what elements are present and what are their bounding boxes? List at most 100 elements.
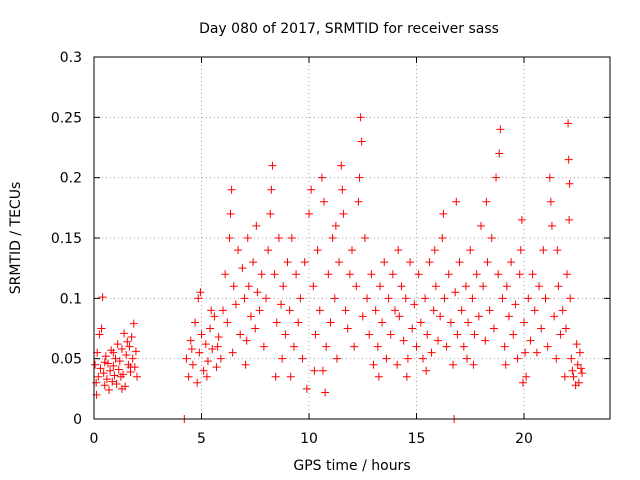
data-point <box>240 294 249 303</box>
data-point <box>182 354 191 363</box>
data-point <box>452 197 461 206</box>
data-point <box>522 372 531 381</box>
data-point <box>495 149 504 158</box>
data-point <box>567 354 576 363</box>
data-point <box>294 318 303 327</box>
data-point <box>502 282 511 291</box>
data-point <box>373 342 382 351</box>
x-tick-label: 15 <box>408 431 426 447</box>
y-tick-label: 0.05 <box>51 352 82 368</box>
data-point <box>442 342 451 351</box>
data-point <box>262 294 270 303</box>
data-point <box>115 357 124 366</box>
data-point <box>311 330 320 339</box>
data-point <box>285 306 294 315</box>
data-point <box>382 354 391 363</box>
data-point <box>244 282 253 291</box>
data-point <box>274 234 283 242</box>
data-point <box>255 306 264 315</box>
data-point <box>543 342 552 351</box>
data-point <box>197 330 206 339</box>
data-point <box>440 294 449 303</box>
data-point <box>221 270 230 279</box>
data-point <box>120 329 129 338</box>
data-point <box>537 324 546 333</box>
data-point <box>469 360 478 369</box>
data-point <box>326 318 335 327</box>
data-point <box>521 348 530 357</box>
data-point <box>552 354 561 363</box>
data-point <box>530 306 539 315</box>
data-point <box>206 324 215 333</box>
data-point <box>199 366 208 375</box>
data-point <box>324 270 333 279</box>
data-point <box>566 294 575 303</box>
data-point <box>302 384 311 393</box>
data-point <box>289 342 298 351</box>
data-point <box>547 221 556 230</box>
data-point <box>509 330 518 339</box>
data-point <box>391 306 399 315</box>
data-point <box>100 358 109 367</box>
data-point <box>264 246 273 255</box>
data-point <box>320 197 329 206</box>
data-point <box>328 234 337 242</box>
data-point <box>227 185 236 194</box>
data-point <box>128 354 137 363</box>
data-point <box>565 179 574 188</box>
data-point <box>487 234 496 242</box>
data-point <box>348 246 356 255</box>
data-point <box>111 354 120 363</box>
data-point <box>125 342 134 351</box>
data-point <box>271 372 280 381</box>
data-point <box>494 270 503 279</box>
data-point <box>365 330 374 339</box>
data-point <box>489 324 498 333</box>
data-point <box>196 288 205 297</box>
data-point <box>225 234 234 242</box>
plot-frame <box>93 56 611 420</box>
data-point <box>421 294 430 303</box>
data-point <box>238 264 247 273</box>
data-point <box>395 312 404 321</box>
data-point <box>234 246 243 255</box>
data-point <box>203 357 212 366</box>
data-point <box>317 173 326 182</box>
data-point <box>374 372 383 381</box>
data-point <box>416 318 425 327</box>
data-point <box>219 306 227 315</box>
data-point <box>410 300 419 309</box>
data-point <box>126 363 135 372</box>
data-point <box>556 330 565 339</box>
data-point <box>574 378 583 387</box>
data-point <box>184 372 193 381</box>
data-point <box>429 306 438 315</box>
data-point <box>313 246 322 255</box>
data-point <box>553 246 562 255</box>
data-point <box>309 282 318 291</box>
data-point <box>401 294 410 303</box>
grid-layer <box>94 57 610 419</box>
data-point <box>246 312 255 321</box>
data-point <box>195 348 204 357</box>
data-point <box>99 369 108 378</box>
data-point <box>572 340 581 349</box>
data-point <box>477 221 485 230</box>
data-point <box>436 312 445 321</box>
data-point <box>388 270 397 279</box>
data-point <box>393 360 402 369</box>
data-point <box>281 330 290 339</box>
data-point <box>568 366 577 375</box>
data-point <box>129 319 138 328</box>
data-point <box>358 312 367 321</box>
y-tick-label: 0.3 <box>60 50 82 66</box>
data-point <box>565 215 574 224</box>
data-point <box>296 294 305 303</box>
data-point <box>399 336 408 345</box>
data-point <box>213 342 222 351</box>
data-point <box>371 306 380 315</box>
data-point <box>569 372 578 381</box>
data-point <box>123 337 132 346</box>
data-point <box>259 342 268 351</box>
x-tick-label: 10 <box>300 431 318 447</box>
